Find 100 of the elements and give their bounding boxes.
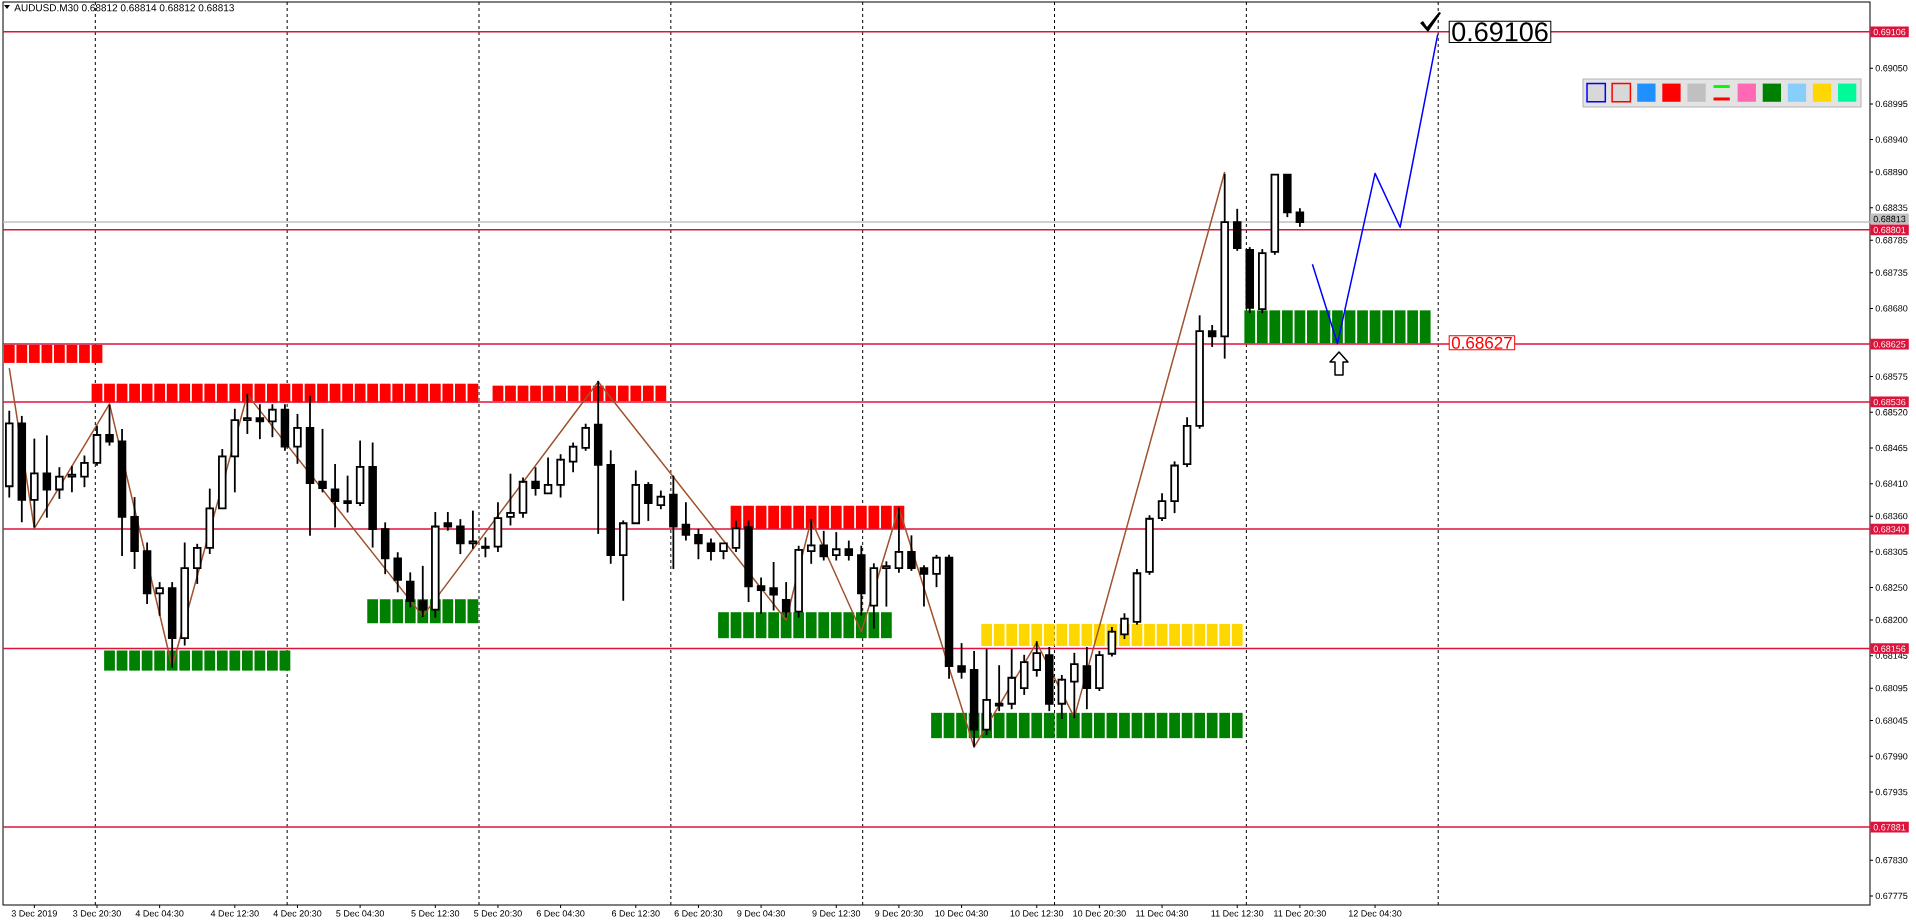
candlestick (1095, 650, 1104, 692)
bar (505, 385, 516, 402)
bar (66, 344, 78, 363)
candlestick (5, 410, 14, 498)
y-tick-label: 0.68045 (1875, 717, 1908, 724)
x-tick-label: 11 Dec 04:30 (1136, 910, 1189, 917)
bar (981, 623, 993, 646)
candlestick (619, 520, 628, 601)
candlestick (218, 449, 227, 510)
candlestick (769, 561, 778, 611)
bar (1419, 310, 1431, 344)
y-tick-label: 0.67775 (1875, 892, 1908, 900)
bar (1144, 623, 1155, 646)
bar (79, 344, 90, 363)
candlestick (1019, 654, 1029, 695)
candlestick (1157, 493, 1167, 521)
bar (104, 650, 115, 671)
candlestick (355, 440, 365, 506)
annotation: 0.69106 (1452, 22, 1548, 42)
x-tick-label: 3 Dec 2019 (11, 910, 57, 917)
candlestick (330, 463, 340, 528)
bar (1231, 623, 1243, 646)
candlestick (1220, 173, 1229, 359)
bar (555, 385, 566, 402)
candlestick (631, 470, 641, 525)
bar (367, 599, 379, 624)
candlestick (644, 482, 653, 521)
candlestick (581, 423, 590, 451)
x-tick-label: 4 Dec 20:30 (273, 910, 322, 917)
chart-title: AUDUSD.M30 0.68812 0.68814 0.68812 0.68813 (14, 4, 234, 12)
bar (1231, 712, 1243, 739)
candlestick (819, 530, 828, 561)
bar (91, 344, 103, 363)
x-tick-label: 9 Dec 20:30 (875, 910, 923, 917)
y-tick-label: 0.68785 (1875, 237, 1908, 244)
candlestick (1107, 626, 1117, 657)
x-tick-label: 9 Dec 12:30 (812, 910, 861, 917)
candlestick (205, 488, 215, 555)
candlestick (1082, 647, 1092, 710)
bar (1156, 712, 1168, 739)
candlestick (681, 502, 691, 541)
candlestick (606, 450, 615, 564)
candlestick (1270, 173, 1280, 255)
x-tick-label: 4 Dec 04:30 (135, 910, 184, 917)
bar (116, 650, 128, 671)
bar (768, 505, 779, 530)
y-tick-label: 0.68575 (1875, 373, 1908, 380)
y-tick-label: 0.68465 (1875, 444, 1908, 452)
bar (467, 599, 479, 624)
candlestick (1283, 173, 1292, 218)
bar (454, 599, 466, 624)
y-tick-label: 0.68145 (1875, 652, 1908, 659)
y-tick-label: 0.68305 (1875, 548, 1908, 556)
bar (1307, 310, 1318, 344)
candlestick (55, 467, 64, 499)
bar (1181, 712, 1193, 739)
bar (755, 612, 767, 639)
bar (129, 650, 140, 671)
candlestick (1295, 208, 1305, 227)
bar (1169, 623, 1180, 646)
x-tick-label: 11 Dec 20:30 (1274, 910, 1326, 917)
y-tick-label: 0.67990 (1875, 753, 1908, 760)
line-series (1311, 33, 1439, 345)
candlestick (380, 522, 390, 575)
x-tick-label: 9 Dec 04:30 (737, 910, 785, 917)
candlestick (919, 565, 929, 607)
candlestick (180, 542, 189, 646)
candlestick (443, 511, 453, 531)
bar (1344, 310, 1356, 344)
y-tick-label: 0.68250 (1875, 584, 1908, 591)
bar (1119, 712, 1130, 739)
candlestick (1207, 325, 1217, 347)
y-tick-label: 0.68680 (1875, 305, 1908, 312)
candlestick (368, 442, 377, 548)
bar (931, 712, 942, 739)
x-tick-label: 5 Dec 04:30 (336, 910, 385, 917)
x-tick-label: 6 Dec 20:30 (674, 910, 723, 917)
bar (730, 612, 742, 639)
x-tick-label: 5 Dec 12:30 (411, 910, 460, 917)
candlestick (882, 561, 891, 607)
x-tick-label: 11 Dec 12:30 (1211, 910, 1264, 917)
bar (154, 650, 166, 671)
y-tick-label: 0.68890 (1875, 168, 1908, 176)
candlestick (706, 538, 716, 561)
y-tick-label: 0.67830 (1875, 857, 1908, 864)
candlestick (543, 457, 553, 495)
y-tick-label: 0.68520 (1875, 409, 1908, 416)
bar (1382, 310, 1393, 344)
ref-line-label: 0.68801 (1873, 226, 1906, 234)
bar (1131, 712, 1143, 739)
bar (1169, 712, 1180, 739)
candlestick (255, 404, 265, 440)
candlestick (117, 428, 127, 556)
ref-line-label: 0.68625 (1873, 341, 1906, 348)
y-tick-label: 0.68095 (1875, 684, 1908, 692)
y-tick-label: 0.68360 (1875, 512, 1908, 520)
ref-line-label: 0.69106 (1873, 28, 1906, 36)
ref-line-label: 0.68813 (1873, 215, 1906, 223)
bar (1156, 623, 1168, 646)
x-tick-label: 10 Dec 12:30 (1010, 910, 1064, 917)
